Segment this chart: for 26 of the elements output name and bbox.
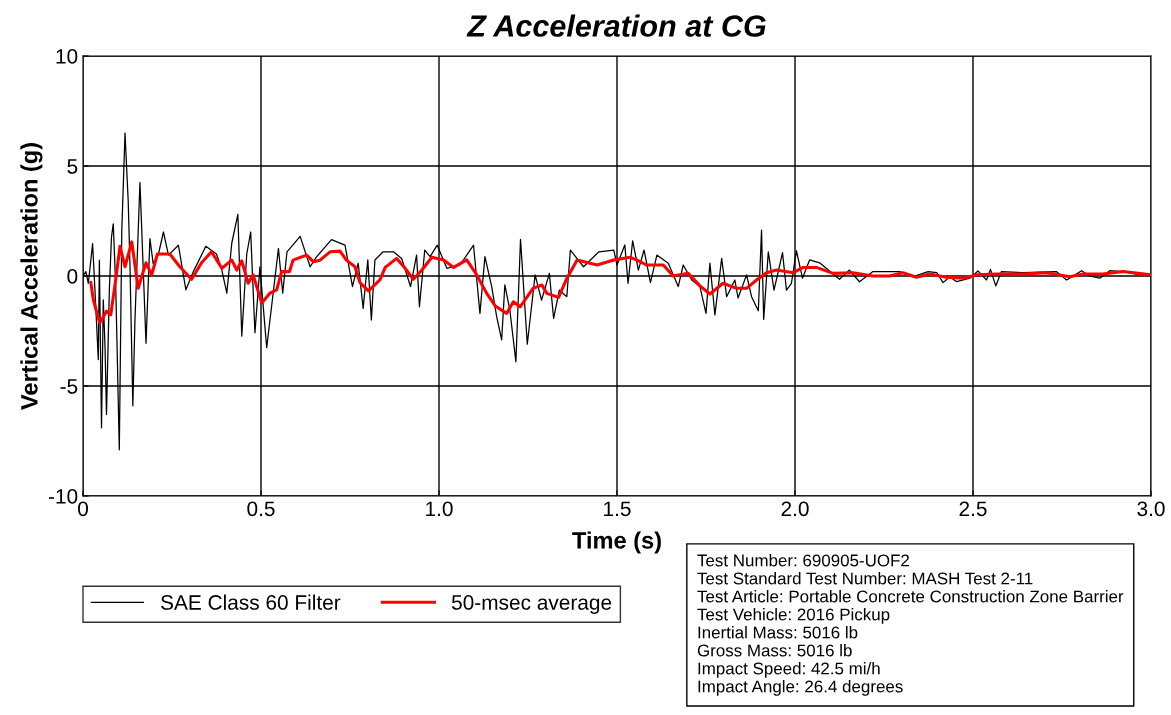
y-tick-label: 0 [67,269,78,284]
x-tick-label: 2.5 [959,501,987,517]
text: Impact Speed: 42.5 mi/h [698,662,880,678]
x-axis-title: Time (s) [572,531,661,554]
text: Test Standard Test Number: MASH Test 2-11 [697,572,1033,585]
x-tick-label: 1.0 [426,501,453,517]
line-series [89,240,1151,325]
y-axis-title: Vertical Acceleration (g) [20,143,43,410]
y-tick-label: -5 [60,379,78,394]
y-tick-label: 10 [56,49,78,64]
x-tick-label: 0 [78,501,88,517]
legend-label: SAE Class 60 Filter [161,594,341,610]
text: Impact Angle: 26.4 degrees [698,680,903,696]
text: Test Number: 690905-UOF2 [697,554,909,567]
text: Test Vehicle: 2016 Pickup [697,608,890,624]
y-tick-label: 5 [67,159,78,174]
text: Gross Mass: 5016 lb [697,644,852,657]
x-tick-label: 3.0 [1137,501,1165,517]
text: Test Article: Portable Concrete Construction Zone Barrier [697,590,1124,603]
y-tick-label: -10 [48,489,78,504]
x-tick-label: 2.0 [781,501,809,517]
chart-title: Z Acceleration at CG [466,14,766,37]
x-tick-label: 0.5 [247,501,275,517]
text: Inertial Mass: 5016 lb [698,626,858,639]
x-tick-label: 1.5 [604,501,631,517]
legend-label: 50-msec average [451,595,612,614]
